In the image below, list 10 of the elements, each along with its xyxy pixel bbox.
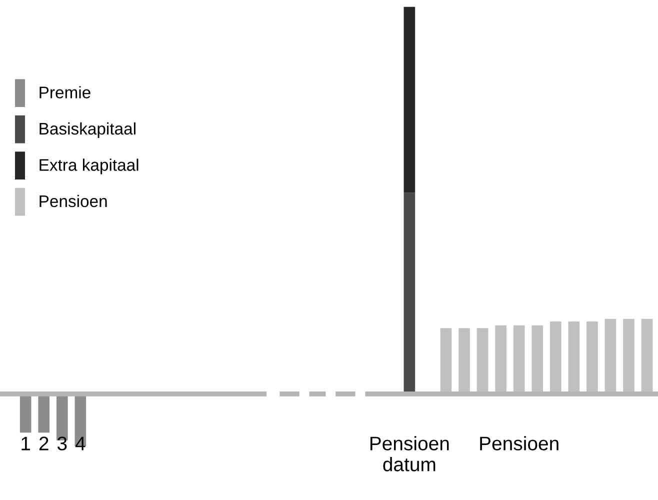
bar <box>404 6 416 193</box>
legend-label: Pensioen <box>40 194 107 208</box>
x-tick-label: 1 <box>22 436 30 450</box>
legend-label: Extra kapitaal <box>40 158 138 174</box>
legend-label: Basiskapitaal <box>40 122 136 138</box>
legend-label: Premie <box>40 86 90 98</box>
x-tick-label: 3 <box>57 436 67 450</box>
x-tick-label: Pensioen datum <box>370 436 449 472</box>
x-tick-label: 2 <box>39 436 48 450</box>
x-tick-label: Pensioen <box>480 436 558 450</box>
